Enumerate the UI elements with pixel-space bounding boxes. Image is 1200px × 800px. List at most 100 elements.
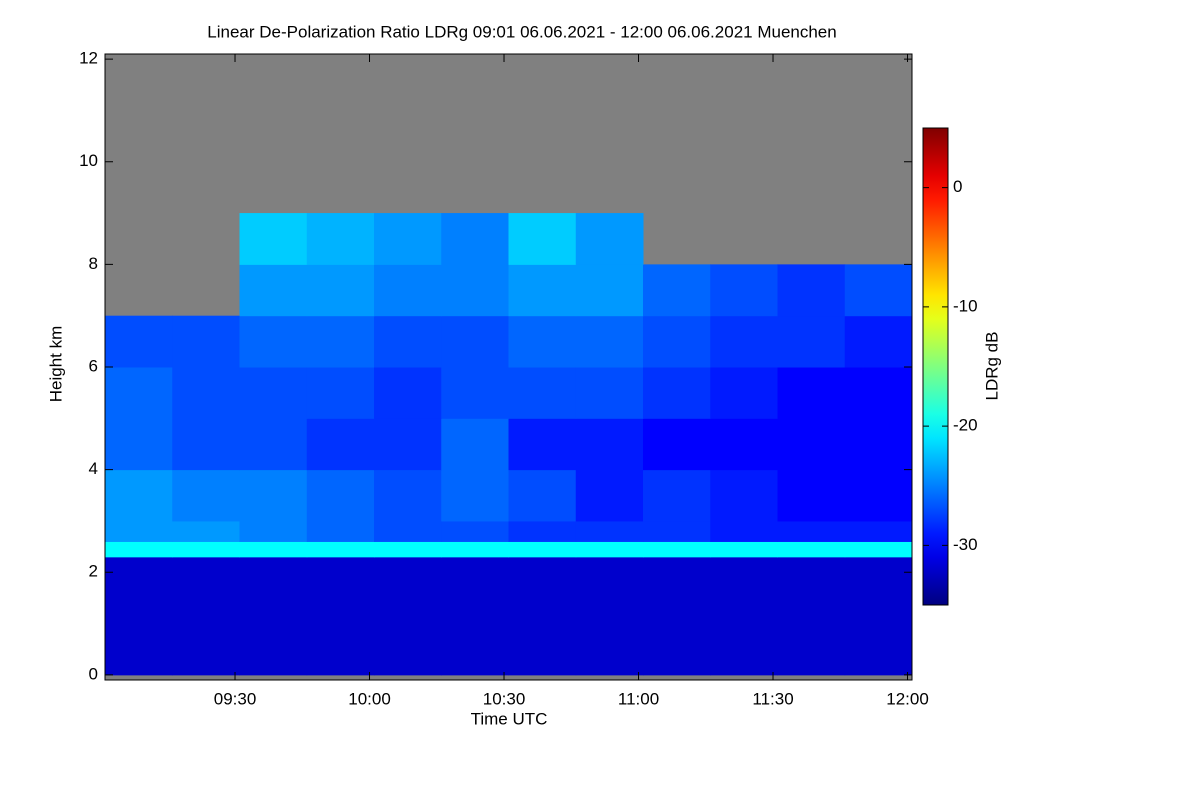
colorbar-tick-label: 0 [953, 177, 962, 196]
heatmap-cell [441, 520, 509, 542]
heatmap-cell [172, 556, 240, 676]
y-tick-label: 4 [89, 459, 98, 478]
colorbar [922, 127, 949, 606]
heatmap-cell [575, 213, 644, 265]
heatmap-cell [105, 418, 173, 471]
x-tick-label: 10:30 [483, 689, 526, 708]
heatmap-cell [306, 315, 375, 368]
heatmap-cell [374, 315, 442, 368]
x-tick-label: 10:00 [348, 689, 391, 708]
heatmap-cell [777, 418, 846, 471]
heatmap-cell [306, 264, 375, 317]
heatmap-cell [710, 264, 778, 317]
heatmap-cell [643, 556, 711, 676]
heatmap-cell [710, 418, 778, 471]
heatmap-cell [508, 469, 577, 522]
heatmap-cell [508, 541, 577, 558]
heatmap-cell [239, 556, 308, 676]
heatmap-cell [710, 520, 778, 542]
heatmap-cell [575, 469, 644, 522]
heatmap-cell [575, 520, 644, 542]
heatmap-cell [374, 418, 442, 471]
heatmap-cell [643, 469, 711, 522]
heatmap-cell [508, 213, 577, 265]
heatmap-cell [777, 367, 846, 419]
heatmap-cell [844, 418, 913, 471]
heatmap-cell [777, 315, 846, 368]
heatmap-cell [441, 367, 509, 419]
heatmap-cell [172, 541, 240, 558]
heatmap-cell [777, 520, 846, 542]
y-axis-label: Height km [46, 326, 65, 403]
heatmap-cell [575, 264, 644, 317]
heatmap-cell [374, 469, 442, 522]
heatmap-cell [306, 213, 375, 265]
heatmap-cell [239, 213, 308, 265]
chart-title: Linear De-Polarization Ratio LDRg 09:01 … [207, 22, 836, 41]
colorbar-tick-label: -10 [953, 296, 978, 315]
heatmap-cell [844, 469, 913, 522]
y-tick-label: 10 [79, 151, 98, 170]
heatmap-cell [306, 418, 375, 471]
heatmap-cell [374, 367, 442, 419]
heatmap-cell [239, 520, 308, 542]
heatmap-cell [374, 541, 442, 558]
heatmap-cell [643, 367, 711, 419]
heatmap-cell [575, 556, 644, 676]
heatmap-cell [643, 264, 711, 317]
heatmap-cell [575, 541, 644, 558]
heatmap-cell [508, 418, 577, 471]
heatmap-cell [105, 520, 173, 542]
heatmap-cell [441, 418, 509, 471]
heatmap-cell [306, 367, 375, 419]
heatmap-cell [441, 556, 509, 676]
heatmap-cell [306, 556, 375, 676]
y-tick-label: 8 [89, 254, 98, 273]
y-tick-label: 2 [89, 562, 98, 581]
heatmap-cell [777, 264, 846, 317]
heatmap-cell [306, 520, 375, 542]
x-tick-label: 09:30 [214, 689, 257, 708]
heatmap-cell [172, 315, 240, 368]
heatmap-cell [575, 418, 644, 471]
heatmap-cell [643, 418, 711, 471]
heatmap-cell [239, 264, 308, 317]
heatmap-cell [239, 469, 308, 522]
heatmap-cell [239, 315, 308, 368]
heatmap-cell [172, 520, 240, 542]
heatmap-cell [306, 469, 375, 522]
heatmap-cell [374, 520, 442, 542]
heatmap-cell [441, 264, 509, 317]
heatmap-cell [844, 520, 913, 542]
heatmap-cell [844, 367, 913, 419]
heatmap-cell [239, 418, 308, 471]
x-tick-label: 12:00 [886, 689, 929, 708]
heatmap-cell [441, 315, 509, 368]
heatmap-cell [239, 541, 308, 558]
heatmap-cell [844, 264, 913, 317]
colorbar-tick-label: -20 [953, 416, 978, 435]
heatmap-cell [844, 556, 913, 676]
heatmap-cell [239, 367, 308, 419]
heatmap-cell [172, 367, 240, 419]
heatmap-cell [374, 556, 442, 676]
y-tick-label: 6 [89, 356, 98, 375]
x-axis-label: Time UTC [471, 709, 548, 728]
heatmap-cell [441, 541, 509, 558]
heatmap-cell [508, 367, 577, 419]
heatmap-cell [710, 469, 778, 522]
heatmap-cell [710, 541, 778, 558]
heatmap-cell [172, 418, 240, 471]
heatmap-cell [105, 315, 173, 368]
heatmap-cell [710, 556, 778, 676]
heatmap-cell [105, 556, 173, 676]
y-tick-label: 0 [89, 664, 98, 683]
heatmap-cell [508, 520, 577, 542]
heatmap-cell [777, 556, 846, 676]
x-tick-label: 11:00 [618, 689, 659, 708]
y-tick-label: 12 [79, 49, 98, 68]
heatmap-cell [508, 264, 577, 317]
heatmap-cell [844, 315, 913, 368]
